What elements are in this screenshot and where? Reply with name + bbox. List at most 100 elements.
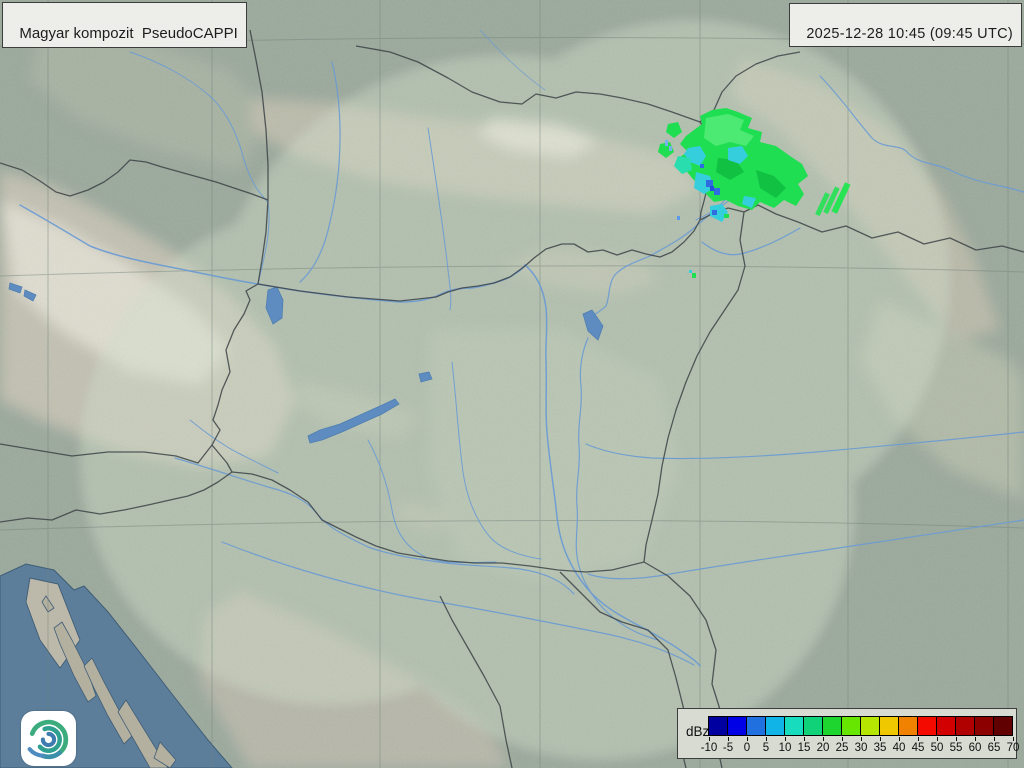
legend-swatch <box>766 717 784 735</box>
legend-tick-label: 5 <box>762 742 770 754</box>
radar-echoes <box>658 108 851 278</box>
echo-cell-green <box>704 114 754 146</box>
timestamp-box: 2025-12-28 10:45 (09:45 UTC) <box>788 3 1022 48</box>
legend-tick <box>747 737 748 741</box>
echo-cell-blue <box>710 186 714 191</box>
legend-tick-label: 50 <box>930 742 944 754</box>
legend-swatch <box>728 717 746 735</box>
country-borders <box>0 29 1024 768</box>
echo-cell-lightblue <box>669 146 672 151</box>
legend-tick-label: 10 <box>778 742 792 754</box>
legend-tick-label: 55 <box>949 742 963 754</box>
legend-tick <box>1013 737 1014 741</box>
echo-cell-green <box>692 273 696 278</box>
echo-cell-green <box>666 122 682 138</box>
border-line <box>249 29 269 200</box>
river-tisza <box>589 177 745 319</box>
legend-tick-label: 45 <box>911 742 925 754</box>
legend-tick-label: 40 <box>892 742 906 754</box>
legend-tick-label: -5 <box>722 742 734 754</box>
border-line <box>257 199 269 285</box>
lake-tisza <box>582 309 604 341</box>
dbz-legend: dBz -10 -5 0 5 10 15 20 25 30 35 40 45 50 55 60 65 70 <box>677 708 1020 759</box>
legend-swatch <box>842 717 860 735</box>
echo-cell-lightblue <box>665 140 668 146</box>
border-line <box>439 595 513 768</box>
alpine-lake <box>23 289 37 302</box>
border-line <box>211 283 259 473</box>
legend-tick <box>823 737 824 741</box>
legend-tick <box>918 737 919 741</box>
legend-swatches <box>708 716 1013 736</box>
legend-tick <box>766 737 767 741</box>
legend-swatch <box>937 717 955 735</box>
legend-tick <box>804 737 805 741</box>
echo-cell-green-dark <box>716 158 744 180</box>
border-line <box>0 471 233 523</box>
legend-tick-label: -10 <box>700 742 718 754</box>
river-drava <box>174 457 575 595</box>
border-line <box>0 159 269 201</box>
echo-cell-green <box>724 214 729 218</box>
river-sava <box>221 541 695 666</box>
legend-tick-label: 35 <box>873 742 887 754</box>
product-label: Magyar kompozit PseudoCAPPI <box>19 24 238 42</box>
legend-tick-label: 15 <box>797 742 811 754</box>
legend-tick <box>842 737 843 741</box>
echo-streaks <box>815 182 851 217</box>
legend-tick <box>709 737 710 741</box>
echo-cell-cyan <box>742 196 756 208</box>
echo-cell-blue <box>712 210 717 215</box>
legend-tick-label: 30 <box>854 742 868 754</box>
legend-tick-label: 60 <box>968 742 982 754</box>
river-sarviz <box>451 361 542 560</box>
timestamp: 2025-12-28 10:45 (09:45 UTC) <box>806 26 1013 43</box>
legend-tick-labels: -10 -5 0 5 10 15 20 25 30 35 40 45 50 55 60 65 70 <box>701 742 1020 756</box>
river-maros <box>587 519 1024 580</box>
legend-swatch <box>861 717 879 735</box>
river-morava <box>129 51 270 285</box>
legend-tick <box>861 737 862 741</box>
river-tisza <box>575 337 659 641</box>
legend-unit-label: dBz <box>686 724 710 739</box>
adriatic-islands <box>41 595 177 768</box>
legend-tick-label: 20 <box>816 742 830 754</box>
legend-swatch <box>804 717 822 735</box>
river-mura <box>189 419 279 474</box>
lake-velence <box>418 371 433 383</box>
hungaromet-spiral-logo <box>21 711 76 766</box>
legend-tick <box>899 737 900 741</box>
legend-tick <box>975 737 976 741</box>
echo-cell-turquoise <box>674 156 692 174</box>
border-line <box>231 471 645 573</box>
legend-swatch <box>880 717 898 735</box>
lakes <box>8 282 604 444</box>
legend-tick-label: 25 <box>835 742 849 754</box>
river-koros <box>585 431 1024 460</box>
alpine-lake <box>8 282 23 294</box>
echo-cell-green-dark <box>756 170 786 198</box>
river-szamos <box>701 227 801 256</box>
legend-tick <box>728 737 729 741</box>
legend-swatch <box>975 717 993 735</box>
legend-swatch <box>709 717 727 735</box>
echo-cell-blue <box>677 216 680 220</box>
legend-ticks <box>709 737 1014 742</box>
border-line <box>0 443 213 464</box>
legend-swatch <box>823 717 841 735</box>
legend-tick <box>994 737 995 741</box>
legend-tick <box>785 737 786 741</box>
river-vah <box>299 61 341 283</box>
echo-cell-cyan <box>710 204 728 222</box>
legend-swatch <box>899 717 917 735</box>
lake-balaton <box>307 398 400 444</box>
product-label-box: Magyar kompozit PseudoCAPPI <box>2 2 247 48</box>
legend-swatch <box>785 717 803 735</box>
legend-tick-label: 65 <box>987 742 1001 754</box>
river-dniester <box>819 75 1024 193</box>
legend-swatch <box>956 717 974 735</box>
legend-tick-label: 70 <box>1006 742 1020 754</box>
border-line <box>643 211 746 563</box>
